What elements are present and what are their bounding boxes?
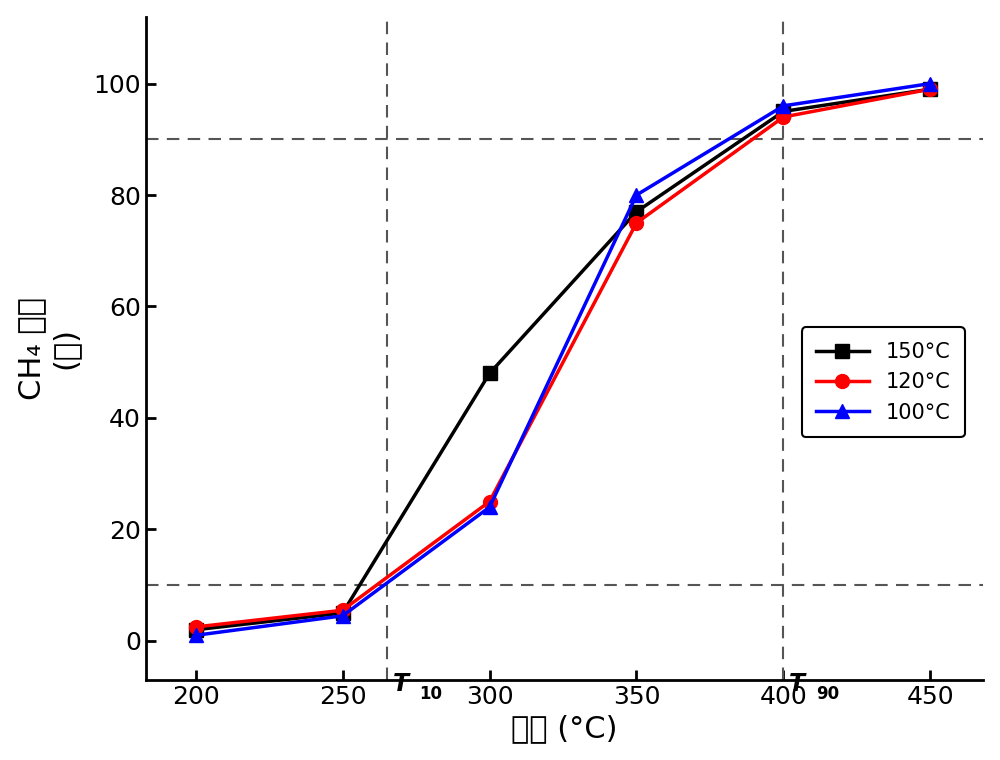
120°C bbox=[190, 622, 202, 632]
120°C bbox=[630, 218, 642, 227]
150°C bbox=[924, 84, 936, 93]
Text: T: T bbox=[393, 672, 409, 695]
150°C bbox=[484, 369, 496, 378]
120°C bbox=[337, 606, 349, 615]
100°C bbox=[924, 79, 936, 88]
120°C bbox=[484, 497, 496, 506]
100°C bbox=[190, 631, 202, 640]
Line: 150°C: 150°C bbox=[189, 82, 937, 637]
100°C bbox=[484, 502, 496, 511]
100°C bbox=[777, 101, 789, 110]
150°C bbox=[337, 609, 349, 618]
150°C bbox=[777, 107, 789, 116]
Line: 120°C: 120°C bbox=[189, 82, 937, 634]
Line: 100°C: 100°C bbox=[189, 77, 937, 642]
Text: T: T bbox=[789, 672, 805, 695]
150°C bbox=[630, 207, 642, 217]
Legend: 150°C, 120°C, 100°C: 150°C, 120°C, 100°C bbox=[802, 328, 965, 437]
100°C bbox=[630, 191, 642, 200]
Text: 10: 10 bbox=[419, 686, 442, 704]
120°C bbox=[777, 112, 789, 122]
150°C bbox=[190, 625, 202, 635]
120°C bbox=[924, 84, 936, 93]
Y-axis label: CH₄ 转化
(％): CH₄ 转化 (％) bbox=[17, 297, 79, 400]
Text: 90: 90 bbox=[816, 686, 839, 704]
100°C bbox=[337, 611, 349, 620]
X-axis label: 温度 (°C): 温度 (°C) bbox=[511, 714, 618, 743]
